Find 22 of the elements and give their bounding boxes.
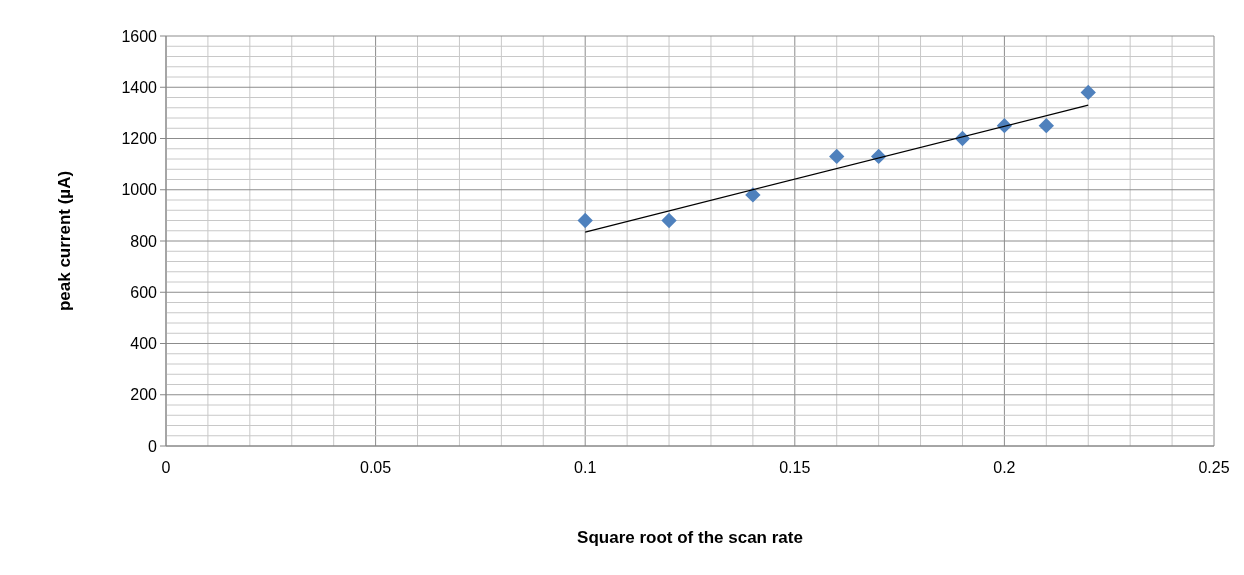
y-tick-label: 0 — [148, 437, 158, 455]
x-tick-label: 0.25 — [1198, 459, 1230, 476]
y-tick-label: 800 — [130, 232, 158, 250]
y-tick-label: 200 — [130, 386, 158, 404]
y-tick-label: 1400 — [121, 78, 158, 96]
x-tick-label: 0.2 — [993, 459, 1016, 476]
point — [829, 148, 845, 165]
y-axis-title: peak current (µA) — [55, 170, 74, 312]
y-tick-label: 1000 — [121, 181, 158, 199]
x-tick-label: 0 — [161, 459, 171, 476]
y-tick-label: 1200 — [121, 130, 158, 148]
x-tick-label: 0.15 — [779, 459, 811, 476]
point — [577, 212, 593, 229]
y-tick-label: 400 — [130, 335, 158, 353]
x-tick-label: 0.1 — [574, 459, 597, 476]
y-tick-label: 600 — [130, 283, 158, 301]
x-tick-label: 0.05 — [360, 459, 392, 476]
point — [661, 212, 677, 229]
x-axis-title: Square root of the scan rate — [577, 528, 803, 547]
point — [1038, 118, 1054, 134]
y-tick-label: 1600 — [121, 27, 158, 45]
point — [1080, 84, 1096, 101]
